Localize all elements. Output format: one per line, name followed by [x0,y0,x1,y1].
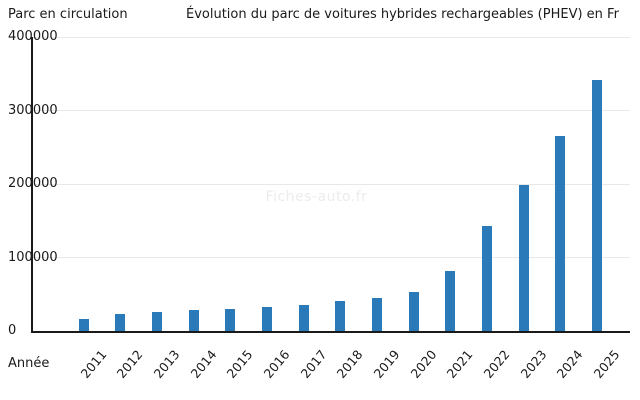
x-tick-label-2013: 2013 [150,347,183,382]
watermark: Fiches-auto.fr [265,189,368,205]
bar-2017 [298,304,309,331]
bar-2021 [445,271,456,331]
bar-2025 [591,80,602,331]
x-tick-label-2015: 2015 [223,347,256,382]
x-tick-label-2018: 2018 [333,347,366,382]
bar-2020 [408,291,419,331]
y-axis-title: Parc en circulation [8,7,128,22]
bar-2023 [518,184,529,331]
bar-2012 [115,313,126,331]
bar-2019 [371,297,382,331]
bar-2024 [555,136,566,331]
x-tick-label-2011: 2011 [77,347,109,382]
x-tick-label-2014: 2014 [187,347,219,382]
bar-2018 [335,301,346,331]
x-tick-label-2016: 2016 [260,347,293,382]
bar-2016 [261,306,272,331]
bar-2013 [151,311,162,331]
chart-title: Évolution du parc de voitures hybrides r… [186,7,619,22]
x-tick-label-2019: 2019 [370,347,403,382]
gridline [31,110,630,111]
gridline [31,36,630,38]
x-tick-label-2021: 2021 [443,347,476,382]
x-tick-label-2020: 2020 [407,347,440,382]
gridline [31,183,630,185]
x-tick-label-2017: 2017 [297,347,330,382]
bar-2014 [188,310,199,331]
x-tick-label-2024: 2024 [553,347,586,382]
y-tick-label: 0 [8,323,17,338]
y-tick-label: 400000 [8,29,58,45]
bar-2011 [78,318,89,331]
x-tick-label-2025: 2025 [590,347,623,382]
x-tick-label-2023: 2023 [517,347,550,382]
bar-2015 [225,308,236,331]
x-axis-title: Année [8,356,50,371]
y-axis-line [31,37,33,333]
x-tick-label-2012: 2012 [113,347,146,382]
bar-2022 [481,225,492,331]
x-tick-label-2022: 2022 [480,347,513,382]
gridline [31,257,630,258]
x-axis-line [31,331,630,333]
